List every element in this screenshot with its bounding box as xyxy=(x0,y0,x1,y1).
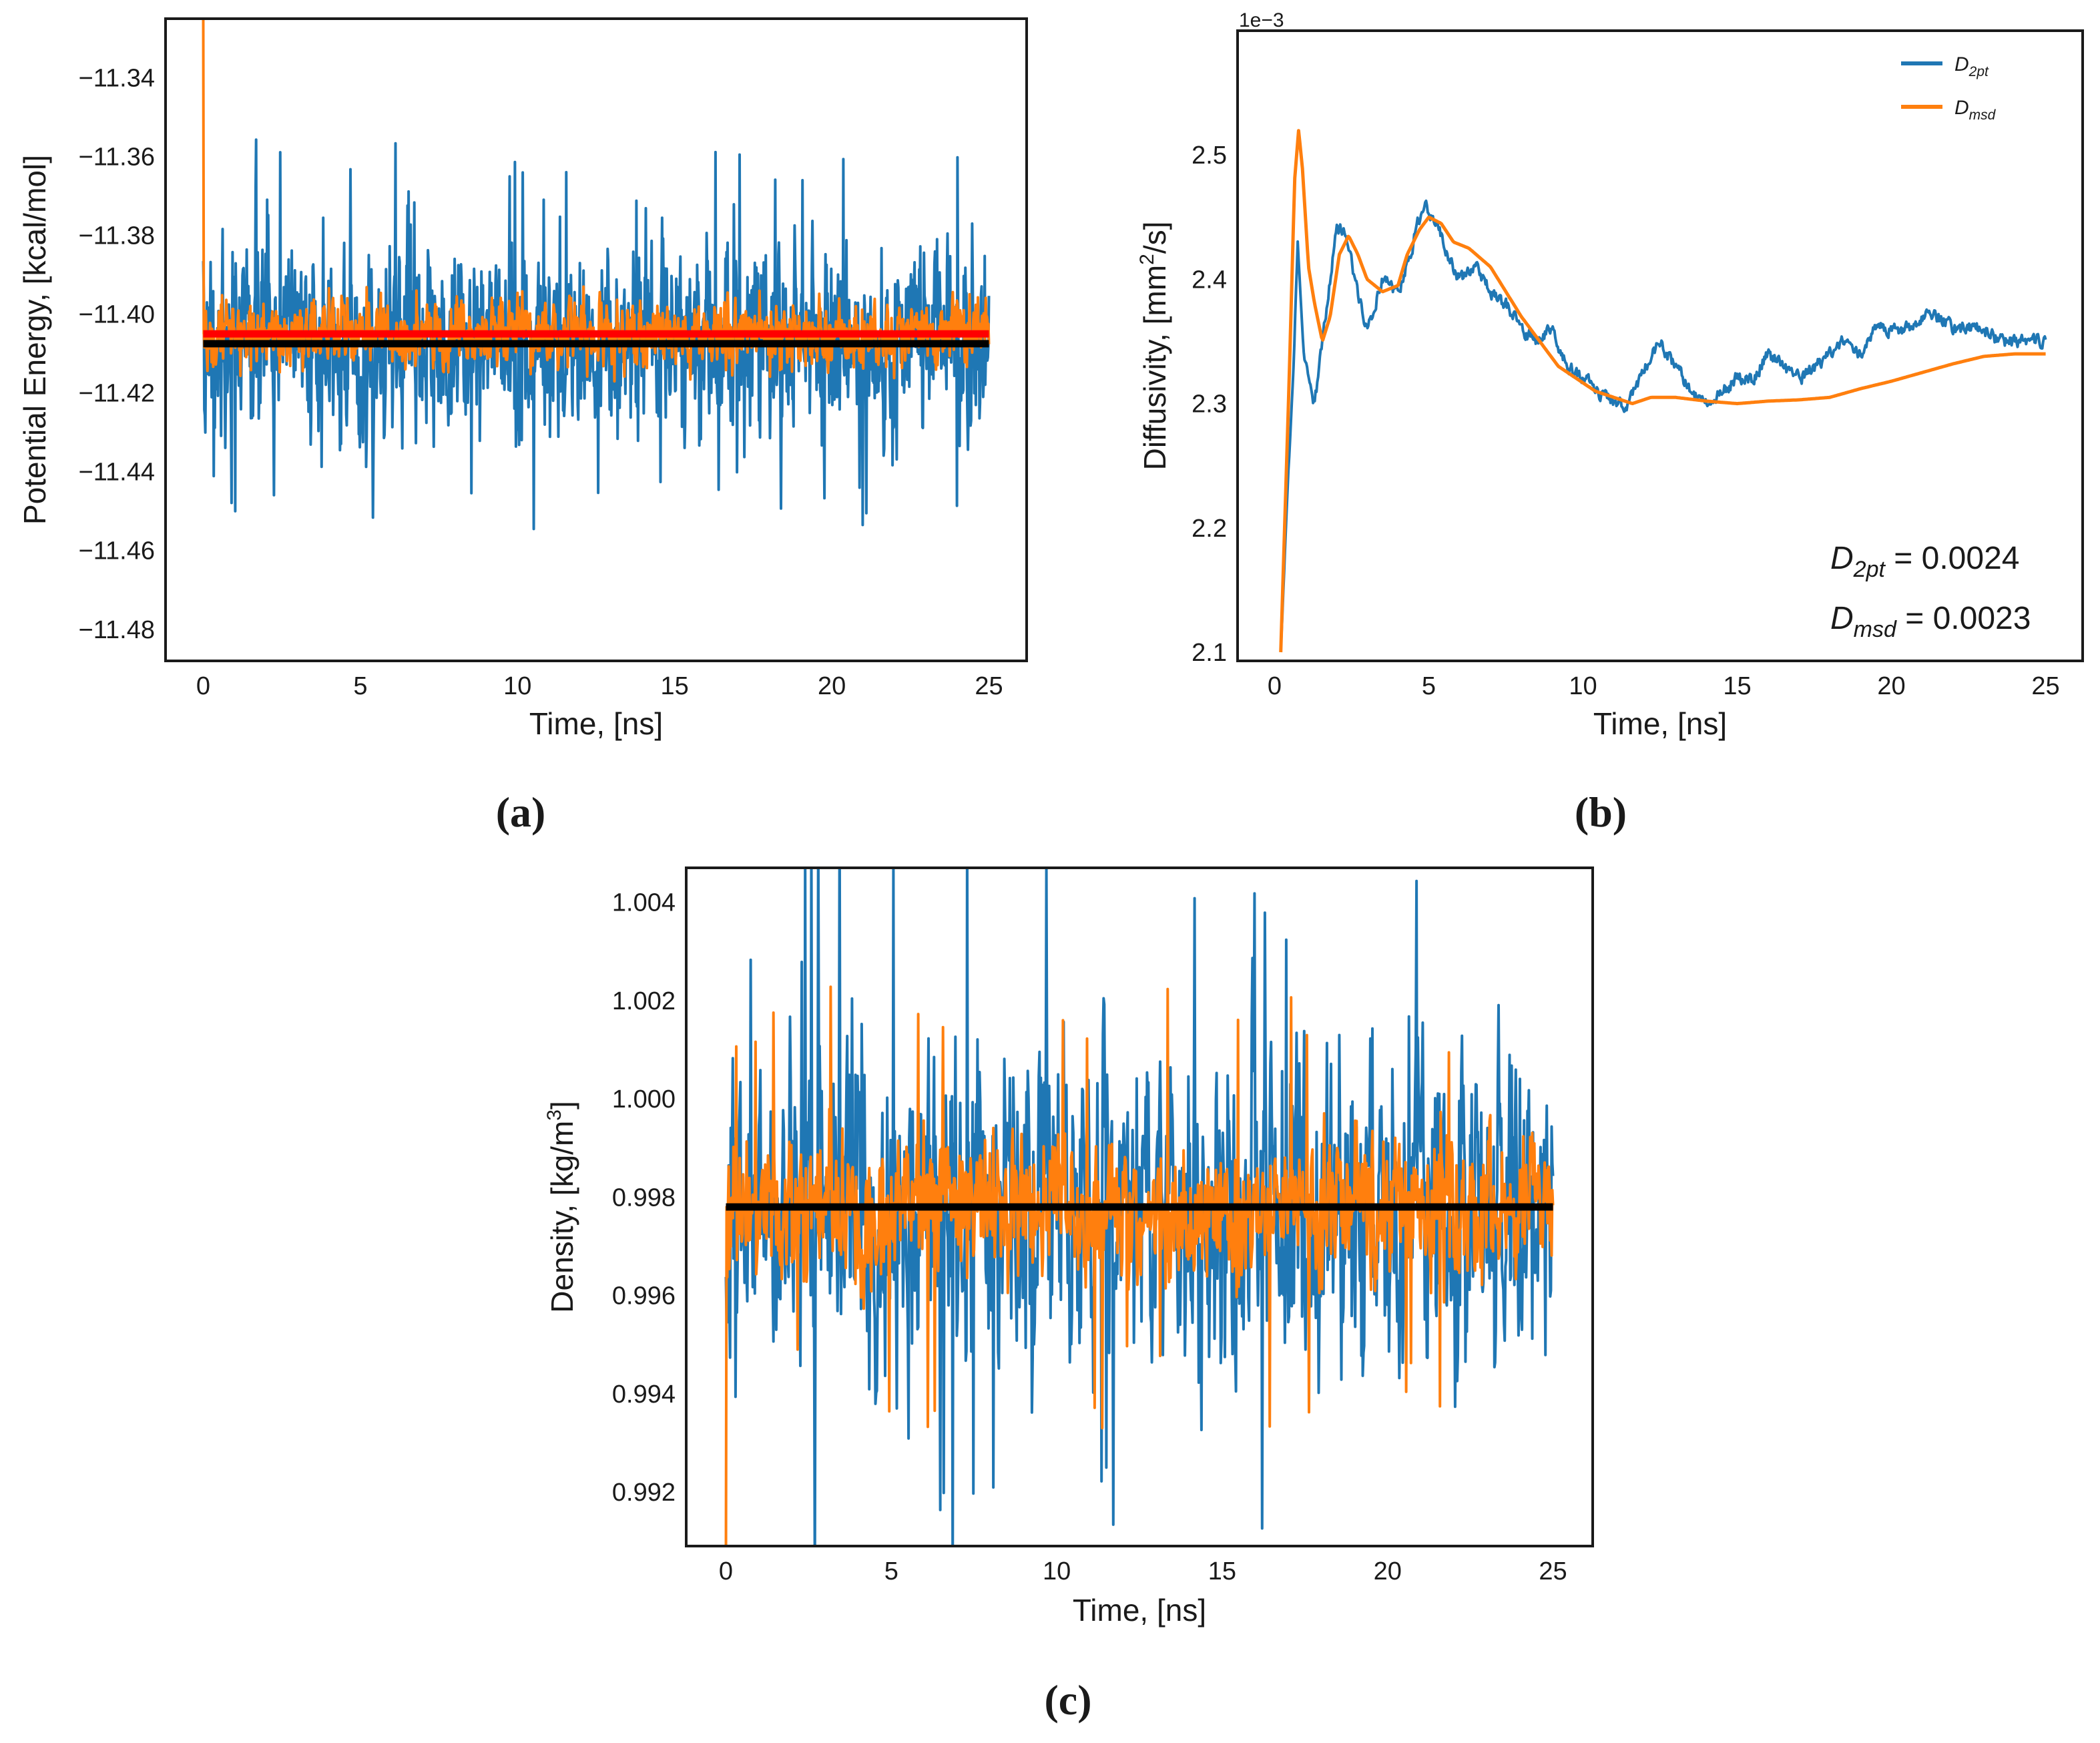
chart-b-ytick-label: 2.2 xyxy=(1192,515,1227,543)
chart-a-xtick-label: 25 xyxy=(975,672,1003,700)
chart-c-series-density-smoothed- xyxy=(724,985,1555,1546)
chart-c-series-density-raw- xyxy=(724,868,1555,1546)
panel-label-b: (b) xyxy=(1575,788,1627,836)
chart-b-xtick-label: 5 xyxy=(1422,672,1436,700)
chart-b-xtick-label: 15 xyxy=(1723,672,1751,700)
chart-c-ylabel-sup: 3 xyxy=(543,1109,565,1121)
chart-b-offset-text: 1e−3 xyxy=(1239,9,1284,31)
chart-a-ytick-label: −11.40 xyxy=(79,301,155,329)
legend-label-dmsd: Dmsd xyxy=(1954,97,1997,123)
chart-a-ytick-label: −11.44 xyxy=(79,459,155,487)
chart-b-ytick-label: 2.5 xyxy=(1192,142,1227,170)
chart-c-ytick-label: 0.996 xyxy=(612,1282,676,1310)
chart-c: 0 5 10 15 20 25 0.992 0.994 0.996 0.998 1.000 1.002… xyxy=(543,866,1594,1724)
annotation-d2pt-value: = 0.0024 xyxy=(1885,541,2020,576)
legend-dmsd-sub: msd xyxy=(1969,107,1997,123)
chart-a-frame xyxy=(164,17,1028,662)
legend-label-d2pt: D2pt xyxy=(1954,53,1989,79)
chart-b-series-d-msd xyxy=(1279,129,2047,653)
chart-c-ytick-label: 0.994 xyxy=(612,1381,676,1409)
chart-c-ylabel: Density, [kg/m3] xyxy=(543,1101,579,1312)
chart-c-xlabel: Time, [ns] xyxy=(1073,1593,1206,1628)
annotation-dmsd-sub: msd xyxy=(1854,617,1897,642)
chart-a-xtick-label: 0 xyxy=(196,672,210,700)
chart-b-ytick-label: 2.1 xyxy=(1192,639,1227,667)
chart-a-ytick-label: −11.38 xyxy=(79,222,155,250)
chart-b-legend: D2pt Dmsd xyxy=(1901,53,1997,123)
chart-b-ylabel-sup: 2 xyxy=(1136,254,1158,265)
chart-c-frame xyxy=(685,866,1594,1547)
chart-b-xtick-label: 10 xyxy=(1569,672,1597,700)
annotation-d2pt-sub: 2pt xyxy=(1853,557,1886,582)
chart-a-ytick-label: −11.34 xyxy=(79,65,155,93)
chart-a-xtick-label: 10 xyxy=(503,672,531,700)
annotation-d2pt-main: D xyxy=(1830,541,1854,576)
annotation-dmsd-main: D xyxy=(1830,601,1854,636)
chart-b-xtick-label: 0 xyxy=(1268,672,1282,700)
legend-dmsd-main: D xyxy=(1954,97,1969,119)
chart-c-xtick-label: 20 xyxy=(1374,1557,1402,1585)
chart-c-xtick-label: 0 xyxy=(719,1557,733,1585)
annotation-d2pt: D2pt = 0.0024 xyxy=(1830,541,2019,582)
chart-b-ytick-label: 2.4 xyxy=(1192,266,1227,294)
chart-b-xtick-label: 25 xyxy=(2031,672,2059,700)
annotation-dmsd-value: = 0.0023 xyxy=(1896,601,2031,636)
chart-c-ytick-label: 1.000 xyxy=(612,1085,676,1113)
chart-c-ytick-label: 0.992 xyxy=(612,1479,676,1507)
chart-a: 0 5 10 15 20 25 −11.48 −11.46 −11.44 −11.42 −11.40… xyxy=(17,17,1028,836)
chart-c-xtick-label: 5 xyxy=(884,1557,898,1585)
annotation-dmsd: Dmsd = 0.0023 xyxy=(1830,601,2031,642)
chart-c-xtick-label: 15 xyxy=(1208,1557,1236,1585)
chart-b-data xyxy=(1279,129,2047,653)
chart-c-ticks: 0 5 10 15 20 25 0.992 0.994 0.996 0.998 1.000 1.002… xyxy=(612,889,1567,1585)
chart-b: 0 5 10 15 20 25 2.1 2.2 2.3 2.4 2.5 1e−3 Time, [ns… xyxy=(1136,9,2084,836)
chart-b-series-d-2pt xyxy=(1279,199,2047,650)
chart-b-xtick-label: 20 xyxy=(1877,672,1905,700)
chart-c-ytick-label: 1.004 xyxy=(612,889,676,917)
panel-label-a: (a) xyxy=(496,788,546,836)
chart-a-ytick-label: −11.42 xyxy=(79,380,155,408)
chart-a-data xyxy=(202,19,991,531)
chart-a-ylabel: Potential Energy, [kcal/mol] xyxy=(17,155,52,525)
chart-a-ticks: 0 5 10 15 20 25 −11.48 −11.46 −11.44 −11.42 −11.40… xyxy=(79,65,1003,700)
legend-d2pt-sub: 2pt xyxy=(1968,64,1989,79)
chart-b-ylabel-tail: /s] xyxy=(1137,222,1172,254)
chart-a-xtick-label: 20 xyxy=(818,672,846,700)
chart-a-xtick-label: 15 xyxy=(661,672,689,700)
chart-c-xtick-label: 10 xyxy=(1043,1557,1071,1585)
chart-a-xlabel: Time, [ns] xyxy=(529,706,663,741)
chart-c-ytick-label: 1.002 xyxy=(612,987,676,1015)
chart-a-ytick-label: −11.36 xyxy=(79,144,155,172)
chart-b-ylabel: Diffusivity, [mm2/s] xyxy=(1136,222,1172,471)
chart-b-ylabel-main: Diffusivity, [mm xyxy=(1137,265,1172,471)
chart-b-xlabel: Time, [ns] xyxy=(1593,706,1727,741)
chart-a-ytick-label: −11.48 xyxy=(79,616,155,644)
panel-label-c: (c) xyxy=(1044,1676,1091,1724)
legend-d2pt-main: D xyxy=(1954,53,1969,75)
chart-c-data xyxy=(724,868,1555,1546)
chart-c-ylabel-main: Density, [kg/m xyxy=(545,1121,579,1313)
chart-b-frame xyxy=(1236,29,2084,662)
chart-b-ytick-label: 2.3 xyxy=(1192,391,1227,419)
chart-a-ytick-label: −11.46 xyxy=(79,537,155,565)
chart-a-xtick-label: 5 xyxy=(353,672,367,700)
chart-c-ytick-label: 0.998 xyxy=(612,1184,676,1212)
chart-c-ylabel-tail: ] xyxy=(545,1101,579,1109)
chart-c-xtick-label: 25 xyxy=(1539,1557,1567,1585)
chart-b-ticks: 0 5 10 15 20 25 2.1 2.2 2.3 2.4 2.5 xyxy=(1192,142,2060,700)
